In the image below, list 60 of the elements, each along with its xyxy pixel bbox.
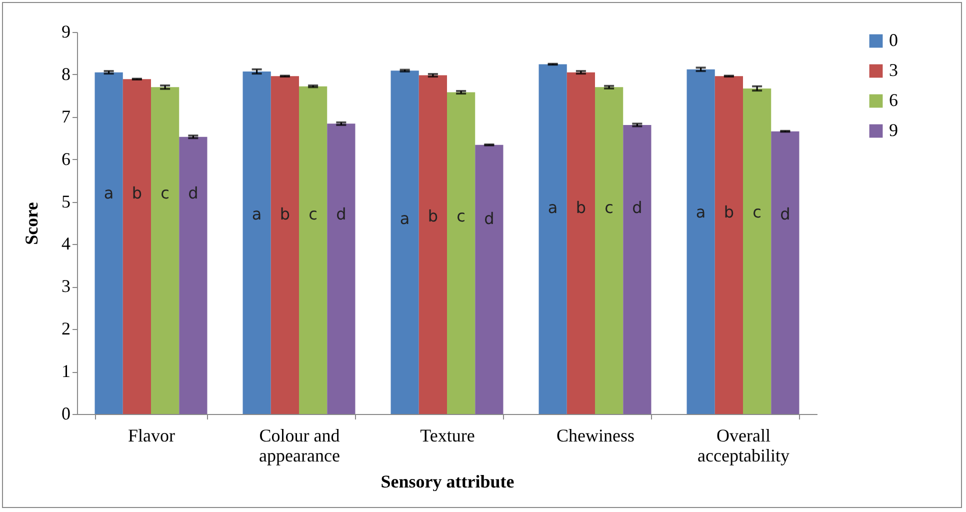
bar <box>151 87 180 414</box>
annotation: c <box>752 202 762 222</box>
annotation: b <box>132 183 142 202</box>
y-axis-title: Score <box>22 202 42 245</box>
annotation: a <box>252 204 262 224</box>
annotation: b <box>576 198 586 218</box>
y-tick-label: 6 <box>62 148 70 169</box>
annotation: c <box>160 183 170 202</box>
y-tick-label: 3 <box>62 276 70 296</box>
y-tick-label: 2 <box>62 318 70 339</box>
annotation: a <box>548 198 558 218</box>
annotation: d <box>188 183 198 202</box>
annotation: a <box>696 202 706 222</box>
bar <box>390 70 419 414</box>
annotation: d <box>484 208 494 228</box>
annotation: a <box>400 208 410 228</box>
y-tick-label: 8 <box>62 64 70 84</box>
annotation: b <box>280 204 290 224</box>
legend-label: 0 <box>889 30 898 50</box>
x-tick-label: Texture <box>420 426 475 446</box>
legend-label: 9 <box>889 120 898 140</box>
bar <box>94 72 123 414</box>
bar <box>447 92 476 414</box>
bar <box>686 69 715 414</box>
legend-label: 3 <box>889 60 898 80</box>
annotation: a <box>104 183 114 202</box>
annotation: c <box>456 206 466 226</box>
bar <box>743 88 772 414</box>
annotation: d <box>780 204 790 224</box>
bar <box>566 72 595 414</box>
bar <box>538 64 567 414</box>
bar <box>623 124 652 414</box>
bar <box>242 71 271 414</box>
y-tick-label: 1 <box>62 361 70 382</box>
x-tick-label: Colour and appearance <box>259 426 340 466</box>
annotation: d <box>336 204 346 224</box>
x-tick-label: Chewiness <box>556 426 634 446</box>
legend-label: 6 <box>889 90 898 110</box>
bar <box>475 144 504 414</box>
annotation: b <box>724 202 734 222</box>
bar <box>122 79 151 414</box>
annotation: c <box>604 198 614 218</box>
bar <box>270 76 299 414</box>
x-tick-label: Flavor <box>128 426 175 446</box>
annotation: c <box>308 204 318 224</box>
bar <box>771 131 800 414</box>
bar <box>714 76 743 414</box>
y-tick-label: 5 <box>62 191 70 212</box>
y-tick-label: 9 <box>62 22 70 42</box>
annotation: b <box>428 206 438 226</box>
bar <box>299 86 328 414</box>
y-tick-label: 4 <box>62 234 70 254</box>
bar <box>327 124 356 414</box>
bar <box>595 87 624 414</box>
y-tick-label: 0 <box>62 404 70 424</box>
annotation: d <box>632 198 642 218</box>
bar <box>179 136 208 414</box>
bar <box>418 75 447 414</box>
x-tick-label: Overall acceptability <box>698 426 790 466</box>
y-tick-label: 7 <box>62 106 70 126</box>
